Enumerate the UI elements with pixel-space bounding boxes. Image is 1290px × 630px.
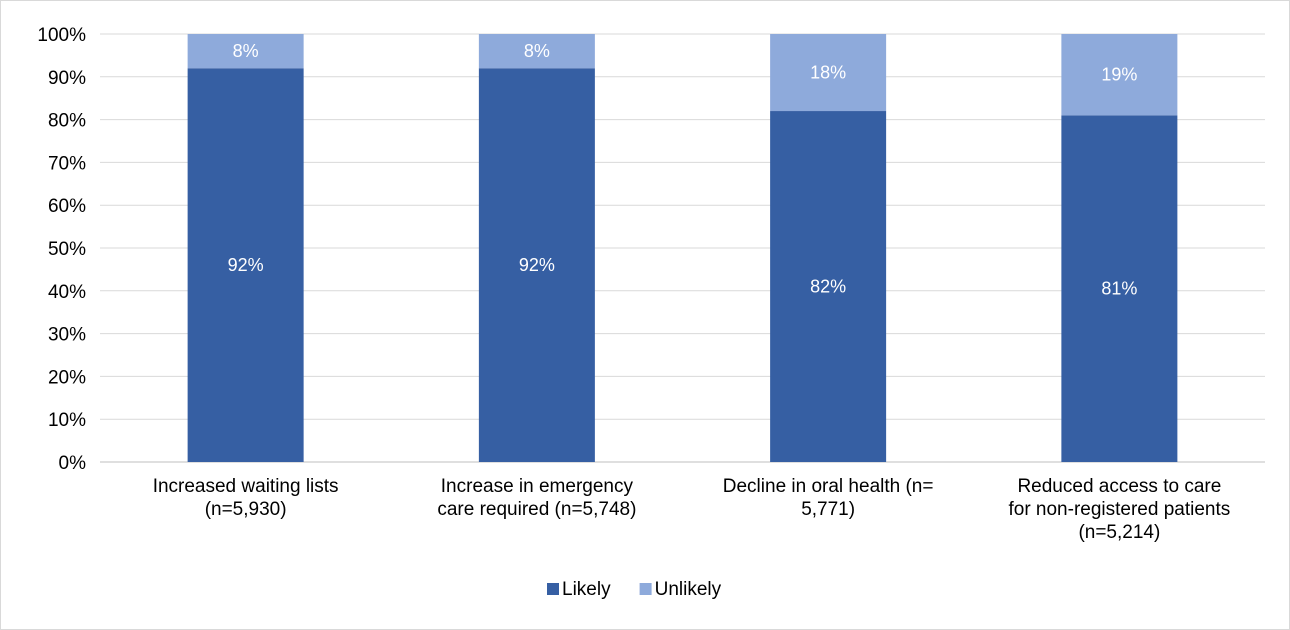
- bar-segment-likely: [478, 68, 595, 463]
- data-label: 82%: [810, 277, 846, 297]
- bar-segment-likely: [770, 111, 887, 462]
- data-label: 19%: [1101, 65, 1137, 85]
- y-tick-label: 40%: [48, 282, 86, 303]
- legend-label-unlikely: Unlikely: [655, 579, 722, 600]
- legend-swatch-likely: [547, 583, 559, 595]
- category-label: Increased waiting lists (n=5,930): [153, 476, 339, 520]
- category-label-line: Decline in oral health (n=: [723, 476, 934, 497]
- y-tick-label: 50%: [48, 239, 86, 260]
- category-label-line: Reduced access to care: [1017, 476, 1221, 497]
- bar-segment-likely: [1061, 115, 1178, 462]
- data-label: 92%: [519, 255, 555, 275]
- legend-swatch-unlikely: [639, 583, 652, 595]
- y-tick-label: 20%: [48, 367, 86, 388]
- category-label-line: Increase in emergency: [441, 476, 634, 497]
- data-label: 18%: [810, 63, 846, 83]
- bar-segment-unlikely: [187, 34, 304, 69]
- legend-label-likely: Likely: [562, 579, 611, 600]
- category-label: Decline in oral health (n= 5,771): [723, 476, 934, 520]
- y-tick-label: 80%: [48, 111, 86, 132]
- y-tick-label: 10%: [48, 410, 86, 431]
- data-label: 8%: [524, 41, 550, 61]
- bar-segment-unlikely: [770, 34, 887, 112]
- bar-segment-unlikely: [478, 34, 595, 69]
- x-axis-category-labels: Increased waiting lists (n=5,930)Increase…: [153, 476, 1231, 543]
- category-label-line: (n=5,930): [205, 499, 287, 520]
- data-label: 92%: [228, 255, 264, 275]
- category-label-line: (n=5,214): [1078, 522, 1160, 543]
- category-label-line: Increased waiting lists: [153, 476, 339, 497]
- y-axis-tick-labels: 0% 10% 20% 30% 40% 50% 60% 70% 80% 90% 100%: [37, 25, 86, 474]
- y-tick-label: 70%: [48, 153, 86, 174]
- legend: Likely Unlikely: [547, 579, 722, 600]
- category-label: Increase in emergency care required (n=5,…: [437, 476, 636, 520]
- y-tick-label: 0%: [59, 453, 87, 474]
- category-label-line: care required (n=5,748): [437, 499, 636, 520]
- bar-segment-unlikely: [1061, 34, 1178, 116]
- y-tick-label: 60%: [48, 196, 86, 217]
- bar-segment-likely: [187, 68, 304, 463]
- data-label: 8%: [233, 41, 259, 61]
- data-label: 81%: [1101, 279, 1137, 299]
- category-label: Reduced access to care for non-registered…: [1008, 476, 1230, 543]
- y-tick-label: 30%: [48, 325, 86, 346]
- y-tick-label: 90%: [48, 68, 86, 89]
- category-label-line: for non-registered patients: [1008, 499, 1230, 520]
- y-tick-label: 100%: [37, 25, 86, 46]
- category-label-line: 5,771): [801, 499, 855, 520]
- bars: [187, 34, 1178, 463]
- data-labels: 92% 8% 92% 8% 82% 18% 81% 19%: [228, 41, 1138, 299]
